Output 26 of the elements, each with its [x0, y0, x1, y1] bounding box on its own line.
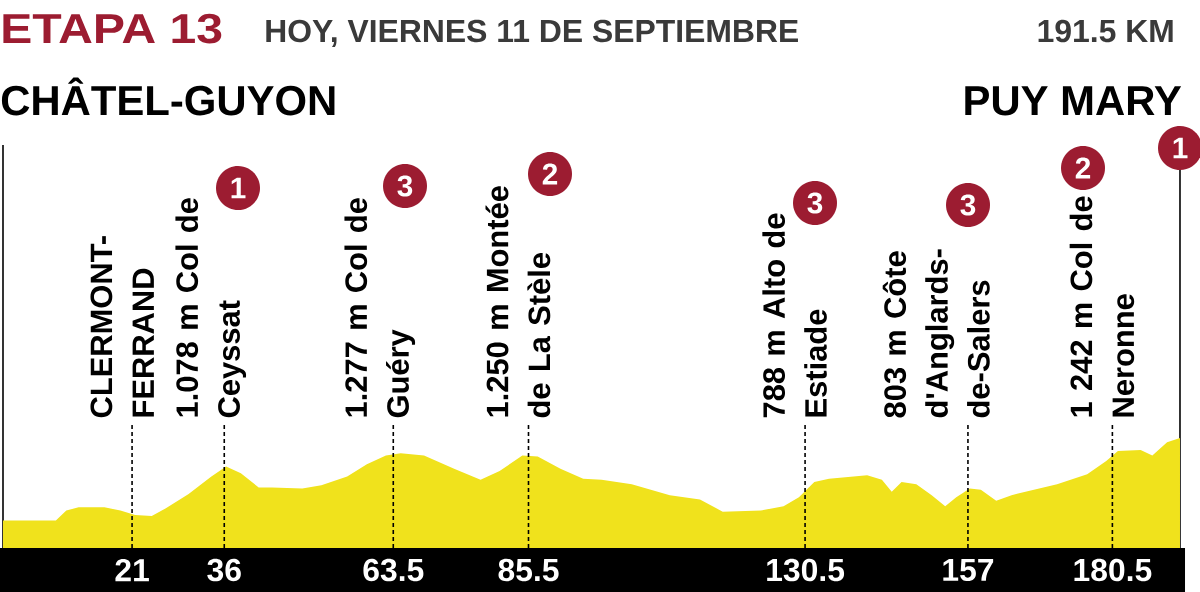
- x-tick-label: 157: [943, 558, 994, 582]
- text: CHÂTEL-GUYON: [1, 77, 335, 116]
- text: 2: [1075, 157, 1091, 179]
- x-tick-label: 21: [115, 558, 149, 582]
- text: 1: [1173, 137, 1188, 159]
- ref-line-label: CLERMONT-FERRAND: [90, 236, 154, 418]
- x-tick-label: 130.5: [767, 558, 845, 582]
- x-tick-label: 63.5: [363, 558, 424, 582]
- text: 3: [960, 194, 976, 216]
- ref-line-label: 803 m Côte d'Anglards-de-Salers: [882, 249, 990, 418]
- ref-line-label: 1.250 m Montée de La Stèle: [485, 186, 551, 418]
- text: 3: [397, 175, 413, 197]
- text: 1: [231, 177, 246, 199]
- text: 191.5 KM: [1038, 19, 1173, 43]
- ref-line-label: 1.078 m Col de Ceyssat: [175, 198, 247, 418]
- x-tick-label: 85.5: [498, 558, 559, 582]
- chart-subtitle: HOY, VIERNES 11 DE SEPTIEMBRE: [266, 19, 798, 47]
- ref-line-label: 1 242 m Col de Neronne: [1069, 196, 1135, 417]
- x-tick-label: 36: [207, 558, 241, 582]
- chart-title: ETAPA 13: [3, 13, 222, 44]
- ref-line-label: 1.277 m Col de Guéry: [344, 198, 416, 418]
- text: 3: [807, 192, 823, 214]
- x-tick-label: 180.5: [1074, 558, 1152, 582]
- ref-line-label: 788 m Alto de Estiade: [762, 213, 827, 418]
- text: PUY MARY: [965, 86, 1182, 116]
- text: 2: [542, 163, 558, 185]
